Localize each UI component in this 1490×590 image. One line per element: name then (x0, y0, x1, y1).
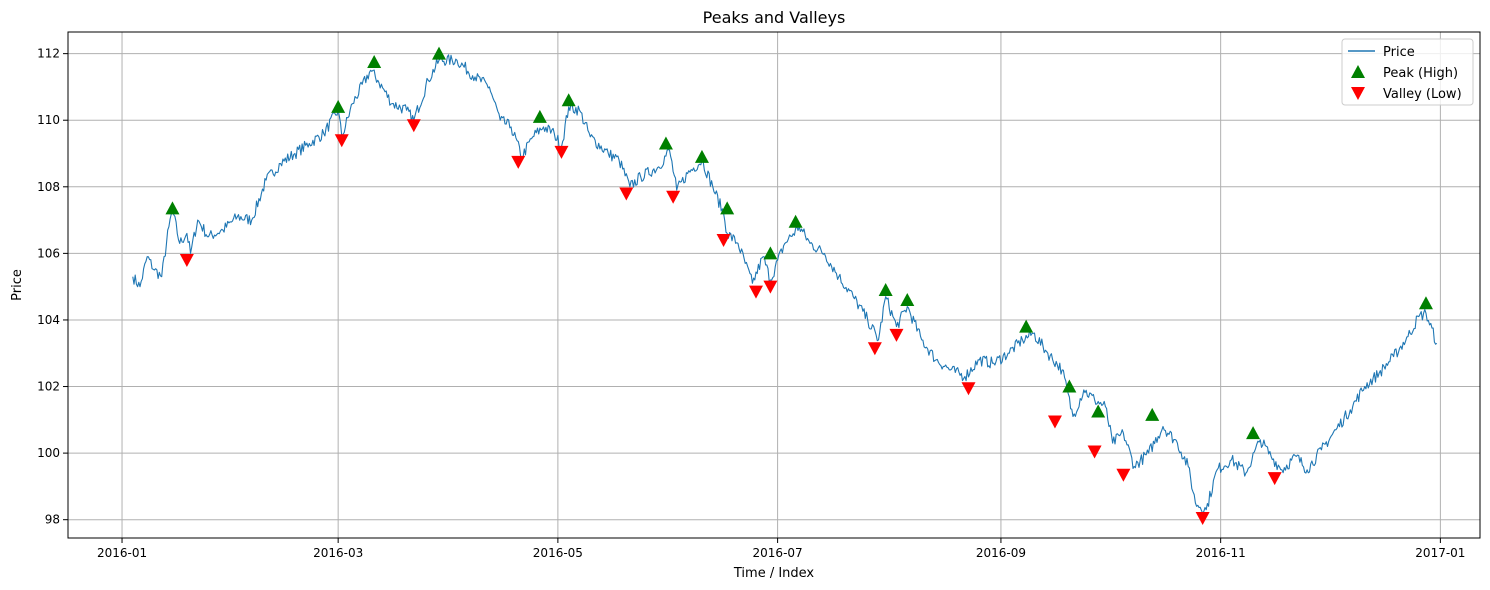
legend-peak-marker (1351, 65, 1365, 78)
legend-peak-label: Peak (High) (1383, 66, 1458, 81)
peak-marker (658, 136, 673, 150)
y-axis: 98 100 102 104 106 108 110 112 (37, 47, 68, 527)
peak-marker (561, 93, 576, 107)
valley-marker (716, 234, 731, 248)
grid (68, 32, 1480, 538)
valley-marker (763, 280, 778, 294)
valley-marker (867, 342, 882, 356)
x-tick-label: 2016-09 (976, 546, 1026, 560)
legend-price-label: Price (1383, 45, 1415, 60)
peak-marker (331, 99, 346, 113)
peak-marker (1246, 426, 1261, 440)
peak-marker (720, 201, 735, 215)
y-tick-label: 104 (37, 313, 60, 327)
price-line (132, 54, 1438, 514)
y-tick-label: 108 (37, 180, 60, 194)
valley-marker (334, 134, 349, 148)
peak-marker (1019, 319, 1034, 333)
peak-marker (367, 54, 382, 68)
x-tick-label: 2016-01 (97, 546, 147, 560)
y-tick-label: 100 (37, 446, 60, 460)
valley-marker (406, 119, 421, 133)
valley-marker (1267, 472, 1282, 486)
valley-marker (961, 382, 976, 396)
valley-marker (889, 328, 904, 342)
valley-marker (1195, 512, 1210, 526)
peak-marker (900, 292, 915, 306)
legend-box (1341, 38, 1474, 106)
valley-marker (666, 190, 681, 204)
valley-marker (179, 254, 194, 268)
axes-frame (67, 31, 1481, 539)
legend-valley-marker (1351, 87, 1365, 100)
x-tick-label: 2016-03 (313, 546, 363, 560)
peak-marker (1091, 404, 1106, 418)
peak-marker (694, 149, 709, 163)
valley-marker (748, 285, 763, 299)
x-tick-label: 2017-01 (1415, 546, 1465, 560)
y-tick-label: 106 (37, 246, 60, 260)
valley-marker (619, 187, 634, 201)
y-tick-label: 110 (37, 113, 60, 127)
valley-marker (554, 145, 569, 159)
peak-marker (1145, 407, 1160, 421)
peak-marker (1418, 296, 1433, 310)
valley-marker (511, 155, 526, 169)
valley-marker (1087, 445, 1102, 459)
valley-marker (1047, 415, 1062, 429)
x-axis-label: Time / Index (733, 566, 815, 581)
legend: Price Peak (High) Valley (Low) (1341, 38, 1474, 106)
y-tick-label: 112 (37, 47, 60, 61)
x-tick-label: 2016-11 (1196, 546, 1246, 560)
y-tick-label: 98 (45, 513, 60, 527)
peak-marker (788, 214, 803, 228)
valley-marker (1116, 468, 1131, 482)
peak-marker (532, 109, 547, 123)
peak-marker (763, 246, 778, 260)
peak-marker (1062, 379, 1077, 393)
plot-area (132, 46, 1438, 526)
x-tick-label: 2016-05 (533, 546, 583, 560)
x-tick-label: 2016-07 (753, 546, 803, 560)
legend-valley-label: Valley (Low) (1383, 87, 1462, 102)
peak-marker (432, 46, 447, 60)
y-tick-label: 102 (37, 380, 60, 394)
peak-marker (165, 201, 180, 215)
y-axis-label: Price (10, 269, 25, 301)
x-axis: 2016-01 2016-03 2016-05 2016-07 2016-09 2016-… (97, 538, 1465, 560)
peak-marker (878, 282, 893, 296)
chart-title: Peaks and Valleys (703, 8, 846, 27)
